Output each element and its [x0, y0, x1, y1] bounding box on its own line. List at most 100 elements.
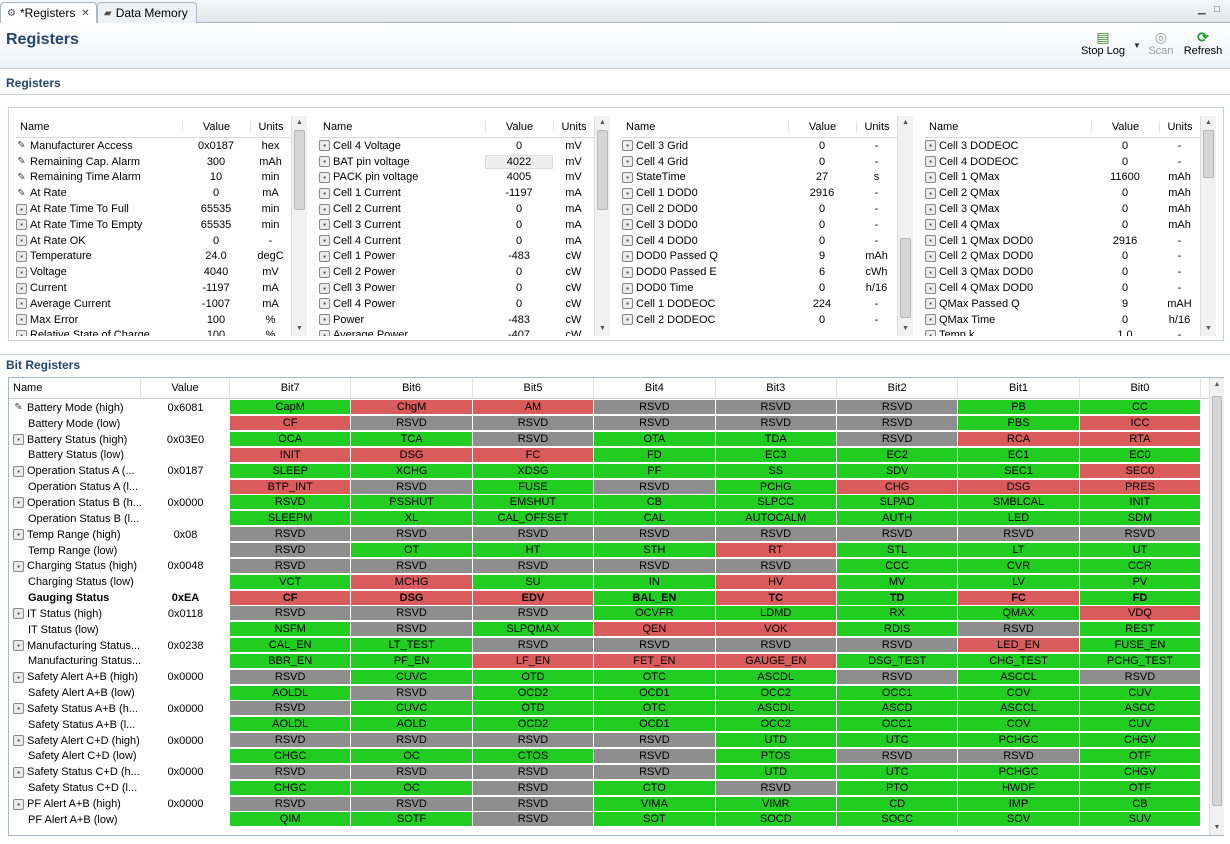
register-row[interactable]: ▪ At Rate Time To Full 65535 min	[16, 201, 291, 217]
column-header-value[interactable]: Value	[485, 120, 553, 133]
bit-register-row[interactable]: ▪ Safety Status C+D (h... 0x0000 RSVD RSVD RS…	[9, 764, 1223, 780]
register-row[interactable]: ▪ Cell 4 Grid 0 -	[622, 154, 897, 170]
maximize-icon[interactable]: □	[1214, 4, 1221, 15]
register-row[interactable]: ▪ Cell 1 Power -483 cW	[319, 249, 594, 265]
column-header-bit0[interactable]: Bit0	[1080, 378, 1202, 398]
register-row[interactable]: ▪ DOD0 Passed E 6 cWh	[622, 264, 897, 280]
bit-register-row[interactable]: ▪ Safety Alert C+D (high) 0x0000 RSVD RSVD RS…	[9, 733, 1223, 749]
register-value[interactable]: 0x0187	[197, 139, 235, 152]
register-row[interactable]: ✎ Manufacturer Access 0x0187 hex	[16, 138, 291, 154]
register-row[interactable]: ▪ Cell 3 Current 0 mA	[319, 217, 594, 233]
bit-register-row[interactable]: ▪ Safety Status A+B (h... 0x0000 RSVD CUVC OT…	[9, 701, 1223, 717]
scroll-up-icon[interactable]: ▲	[296, 119, 303, 126]
register-row[interactable]: ▪ Cell 4 QMax 0 mAh	[925, 217, 1200, 233]
column-header-name[interactable]: Name	[626, 120, 656, 133]
register-row[interactable]: ▪ Cell 1 DOD0 2916 -	[622, 185, 897, 201]
register-row[interactable]: ▪ Cell 4 Power 0 cW	[319, 296, 594, 312]
column-header-value[interactable]: Value	[141, 378, 230, 398]
register-row[interactable]: ▪ At Rate OK 0 -	[16, 233, 291, 249]
bit-table-scrollbar[interactable]: ▲ ▼	[1209, 378, 1224, 835]
register-row[interactable]: ▪ Cell 3 QMax DOD0 0 -	[925, 264, 1200, 280]
bit-register-row[interactable]: Gauging Status 0xEA CF DSG EDV BAL_EN TC TD FC FD	[9, 590, 1223, 606]
register-row[interactable]: ▪ Cell 3 DOD0 0 -	[622, 217, 897, 233]
column-header-units[interactable]: Units	[250, 120, 291, 133]
minimize-icon[interactable]: ▁	[1198, 4, 1206, 15]
column-header-value[interactable]: Value	[1091, 120, 1159, 133]
bit-register-row[interactable]: Charging Status (low) VCT MCHG SU IN HV MV LV PV	[9, 574, 1223, 590]
register-value[interactable]: 300	[206, 155, 226, 168]
register-row[interactable]: ▪ Cell 4 Voltage 0 mV	[319, 138, 594, 154]
register-row[interactable]: ▪ Cell 4 DOD0 0 -	[622, 233, 897, 249]
register-row[interactable]: ▪ StateTime 27 s	[622, 170, 897, 186]
column-header-units[interactable]: Units	[1159, 120, 1200, 133]
register-row[interactable]: ▪ At Rate Time To Empty 65535 min	[16, 217, 291, 233]
register-row[interactable]: ▪ Cell 2 QMax DOD0 0 -	[925, 249, 1200, 265]
register-row[interactable]: ▪ Cell 3 DODEOC 0 -	[925, 138, 1200, 154]
bit-register-row[interactable]: ▪ PF Alert A+B (high) 0x0000 RSVD RSVD RSVD VI…	[9, 796, 1223, 812]
register-row[interactable]: ▪ Average Power -407 cW	[319, 328, 594, 336]
register-row[interactable]: ▪ Cell 1 DODEOC 224 -	[622, 296, 897, 312]
chevron-down-icon[interactable]: ▼	[1133, 41, 1141, 50]
bit-register-row[interactable]: ▪ Battery Status (high) 0x03E0 OCA TCA RSVD OT…	[9, 432, 1223, 448]
column-header-bit2[interactable]: Bit2	[837, 378, 959, 398]
column-header-bit1[interactable]: Bit1	[958, 378, 1080, 398]
register-row[interactable]: ▪ Cell 4 QMax DOD0 0 -	[925, 280, 1200, 296]
column-header-value[interactable]: Value	[182, 120, 250, 133]
column-header-bit3[interactable]: Bit3	[716, 378, 837, 398]
scrollbar-thumb[interactable]	[1212, 396, 1222, 806]
column-header-bit5[interactable]: Bit5	[473, 378, 595, 398]
bit-register-row[interactable]: ▪ Charging Status (high) 0x0048 RSVD RSVD RSV…	[9, 558, 1223, 574]
scroll-down-icon[interactable]: ▼	[296, 325, 303, 332]
column-header-name[interactable]: Name	[929, 120, 959, 133]
scrollbar-thumb[interactable]	[294, 130, 305, 210]
column-header-name[interactable]: Name	[20, 120, 50, 133]
column-header-units[interactable]: Units	[553, 120, 594, 133]
register-value[interactable]: 10	[209, 171, 223, 184]
bit-register-row[interactable]: ▪ Safety Alert A+B (high) 0x0000 RSVD CUVC OT…	[9, 669, 1223, 685]
tab-data-memory[interactable]: ▰ Data Memory	[97, 2, 197, 23]
bit-register-row[interactable]: Safety Status C+D (l... CHGC OC RSVD CTO RSVD…	[9, 780, 1223, 796]
tab-registers[interactable]: ⚙ *Registers ✕	[0, 2, 97, 23]
register-row[interactable]: ▪ Average Current -1007 mA	[16, 296, 291, 312]
register-row[interactable]: ▪ Relative State of Charge 100%	[16, 328, 291, 336]
register-table-scrollbar[interactable]: ▲ ▼	[1200, 116, 1216, 336]
scroll-down-icon[interactable]: ▼	[902, 325, 909, 332]
register-row[interactable]: ▪ DOD0 Passed Q 9 mAh	[622, 249, 897, 265]
column-header-units[interactable]: Units	[856, 120, 897, 133]
scrollbar-thumb[interactable]	[1203, 130, 1214, 178]
register-row[interactable]: ▪ Cell 2 Current 0 mA	[319, 201, 594, 217]
bit-register-row[interactable]: ▪ IT Status (high) 0x0118 RSVD RSVD RSVD OCVFR…	[9, 606, 1223, 622]
register-row[interactable]: ▪ Cell 3 Grid 0 -	[622, 138, 897, 154]
bit-register-row[interactable]: ▪ Manufacturing Status... 0x0238 CAL_EN LT_T…	[9, 638, 1223, 654]
register-row[interactable]: ▪ PACK pin voltage 4005 mV	[319, 170, 594, 186]
column-header-bit7[interactable]: Bit7	[230, 378, 352, 398]
column-header-name[interactable]: Name	[9, 378, 141, 398]
column-header-bit6[interactable]: Bit6	[351, 378, 473, 398]
bit-register-row[interactable]: Safety Alert A+B (low) AOLDL RSVD OCD2 OCD1 O…	[9, 685, 1223, 701]
bit-register-row[interactable]: Battery Status (low) INIT DSG FC FD EC3 EC2 EC1…	[9, 447, 1223, 464]
scroll-up-icon[interactable]: ▲	[1213, 381, 1221, 388]
register-row[interactable]: ▪ Cell 2 Power 0 cW	[319, 264, 594, 280]
refresh-button[interactable]: ⟳ Refresh	[1182, 29, 1224, 57]
scrollbar-thumb[interactable]	[597, 130, 608, 210]
register-table-scrollbar[interactable]: ▲ ▼	[897, 116, 913, 336]
register-row[interactable]: ▪ DOD0 Time 0 h/16	[622, 280, 897, 296]
scrollbar-thumb[interactable]	[900, 238, 911, 318]
register-row[interactable]: ▪ QMax Passed Q 9 mAH	[925, 296, 1200, 312]
scroll-up-icon[interactable]: ▲	[902, 119, 909, 126]
bit-register-row[interactable]: Manufacturing Status... BBR_EN PF_EN LF_EN F…	[9, 653, 1223, 670]
register-row[interactable]: ▪ Max Error 100%	[16, 312, 291, 328]
bit-register-row[interactable]: Safety Alert C+D (low) CHGC OC CTOS RSVD PTOS…	[9, 748, 1223, 765]
bit-register-row[interactable]: ▪ Operation Status A (... 0x0187 SLEEP XCHG X…	[9, 463, 1223, 479]
scroll-down-icon[interactable]: ▼	[1205, 325, 1212, 332]
scroll-up-icon[interactable]: ▲	[599, 119, 606, 126]
stop-log-button[interactable]: ▤ Stop Log	[1078, 29, 1128, 57]
register-row[interactable]: ▪ Voltage 4040 mV	[16, 264, 291, 280]
bit-register-row[interactable]: Battery Mode (low) CF RSVD RSVD RSVD RSVD RSVD…	[9, 416, 1223, 432]
register-row[interactable]: ▪ Cell 1 QMax DOD0 2916 -	[925, 233, 1200, 249]
register-row[interactable]: ▪ Temp k 1.0 -	[925, 328, 1200, 336]
register-row[interactable]: ▪ Cell 2 QMax 0 mAh	[925, 185, 1200, 201]
column-header-bit4[interactable]: Bit4	[594, 378, 716, 398]
register-row[interactable]: ▪ BAT pin voltage 4022 mV	[319, 154, 594, 170]
register-row[interactable]: ▪ Temperature 24.0 degC	[16, 249, 291, 265]
